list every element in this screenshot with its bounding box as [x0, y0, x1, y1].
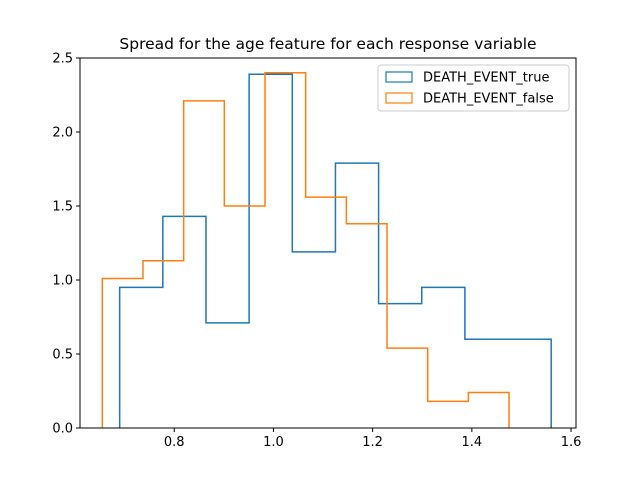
series-step-2 — [101, 72, 510, 428]
legend-swatch — [385, 92, 413, 104]
series-layer — [101, 72, 552, 428]
x-tick-label: 1.0 — [263, 435, 284, 450]
legend: DEATH_EVENT_true DEATH_EVENT_false — [377, 64, 570, 112]
plot-frame — [79, 57, 577, 429]
y-tick-label: 0.0 — [52, 422, 73, 437]
y-tick-label: 0.5 — [52, 348, 73, 363]
x-axis: 0.8 1.0 1.2 1.4 1.6 — [164, 428, 581, 450]
y-axis: 0.0 0.5 1.0 1.5 2.0 2.5 — [52, 52, 80, 437]
legend-box — [377, 64, 570, 112]
x-tick-label: 1.4 — [461, 435, 482, 450]
x-tick-label: 1.2 — [362, 435, 383, 450]
series-step-1 — [118, 73, 552, 428]
chart-title: Spread for the age feature for each resp… — [119, 35, 536, 53]
x-tick-label: 1.6 — [561, 435, 582, 450]
y-tick-label: 1.5 — [52, 200, 73, 215]
y-tick-label: 2.0 — [52, 126, 73, 141]
x-tick-label: 0.8 — [164, 435, 185, 450]
legend-label: DEATH_EVENT_false — [423, 92, 554, 107]
y-tick-label: 2.5 — [52, 52, 73, 67]
legend-swatch — [385, 71, 413, 83]
legend-label: DEATH_EVENT_true — [423, 71, 550, 86]
y-tick-label: 1.0 — [52, 274, 73, 289]
